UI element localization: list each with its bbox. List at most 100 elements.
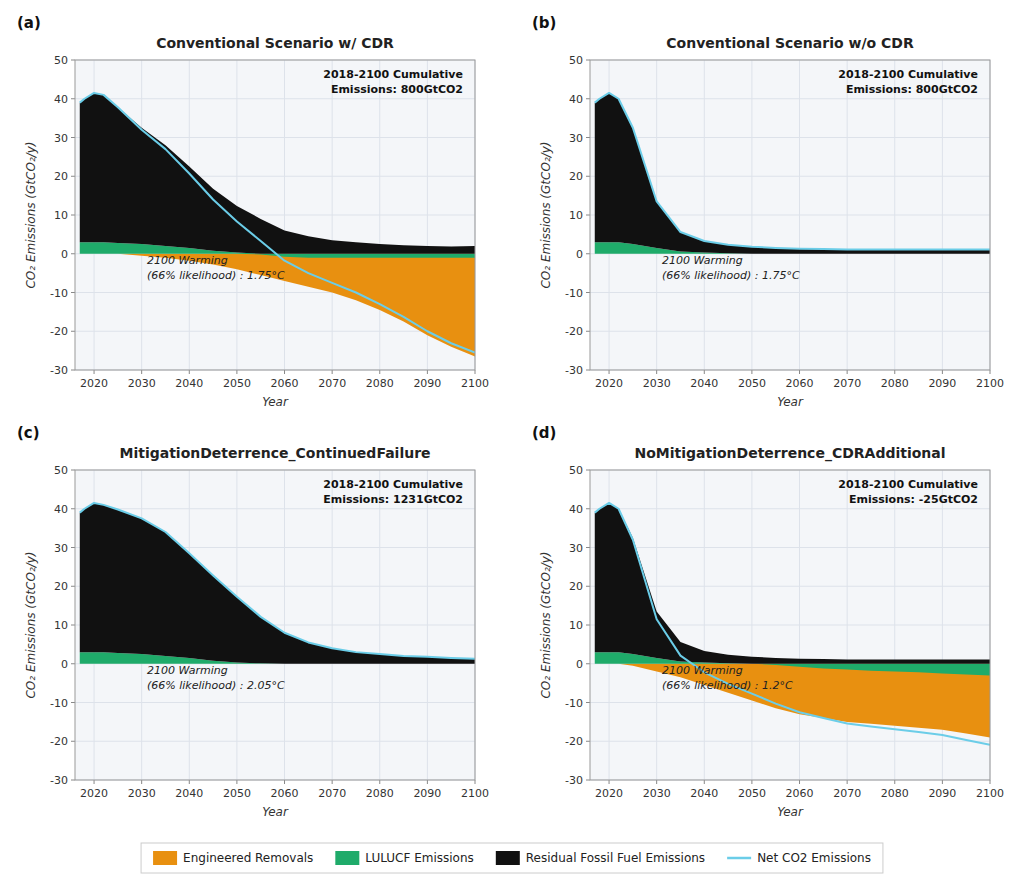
tick-label: 2020 (80, 377, 108, 390)
tick-mark (71, 780, 75, 781)
legend: Engineered RemovalsLULUCF EmissionsResid… (141, 843, 883, 873)
area (80, 254, 475, 357)
grid-line (751, 60, 752, 370)
tick-mark (586, 60, 590, 61)
tick-mark (656, 370, 657, 374)
tick-label: 30 (569, 132, 583, 145)
tick-label: 2060 (271, 787, 299, 800)
tick-mark (71, 137, 75, 138)
tick-label: -30 (565, 364, 583, 377)
tick-mark (586, 547, 590, 548)
panel-label: (c) (17, 424, 40, 442)
tick-mark (586, 586, 590, 587)
cumulative-text: 2018-2100 CumulativeEmissions: 1231GtCO2 (323, 478, 463, 506)
tick-mark (586, 137, 590, 138)
tick-label: 30 (569, 542, 583, 555)
y-axis-label: CO₂ Emissions (GtCO₂/y) (539, 551, 553, 698)
tick-mark (586, 741, 590, 742)
tick-mark (71, 741, 75, 742)
text-line: 2100 Warming (147, 664, 228, 677)
tick-label: 40 (569, 93, 583, 106)
grid-line (704, 470, 705, 780)
grid-line (284, 470, 285, 780)
tick-mark (71, 292, 75, 293)
grid-line (75, 331, 475, 332)
tick-label: 2050 (223, 377, 251, 390)
tick-mark (71, 253, 75, 254)
tick-mark (475, 780, 476, 784)
cumulative-text: 2018-2100 CumulativeEmissions: -25GtCO2 (838, 478, 978, 506)
net-line (595, 93, 990, 250)
area (595, 93, 990, 254)
grid-line (751, 470, 752, 780)
tick-label: 0 (61, 658, 68, 671)
plot-frame (75, 60, 475, 370)
grid-line (942, 470, 943, 780)
tick-mark (379, 780, 380, 784)
tick-label: -10 (50, 697, 68, 710)
tick-label: 2040 (175, 787, 203, 800)
tick-label: 2030 (643, 377, 671, 390)
tick-label: 20 (569, 580, 583, 593)
tick-label: 0 (576, 658, 583, 671)
legend-item: Residual Fossil Fuel Emissions (496, 851, 705, 865)
tick-label: 2090 (928, 377, 956, 390)
tick-label: -10 (50, 287, 68, 300)
grid-line (427, 470, 428, 780)
tick-label: 0 (61, 248, 68, 261)
panel-title: NoMitigationDeterrence_CDRAdditional (634, 445, 945, 462)
tick-label: 2040 (690, 787, 718, 800)
text-line: (66% likelihood) : 1.75°C (147, 269, 285, 282)
grid-line (799, 470, 800, 780)
y-axis-label: CO₂ Emissions (GtCO₂/y) (24, 141, 38, 288)
grid-line (590, 98, 990, 99)
area (595, 664, 990, 738)
tick-mark (475, 370, 476, 374)
x-axis-label: Year (262, 395, 289, 409)
tick-label: 30 (54, 132, 68, 145)
grid-line (847, 470, 848, 780)
panel-label: (d) (532, 424, 556, 442)
tick-mark (586, 215, 590, 216)
figure: -30-20-100102030405020202030204020502060… (0, 0, 1024, 885)
net-line (80, 93, 475, 353)
warming-text: 2100 Warming(66% likelihood) : 1.2°C (662, 664, 793, 692)
tick-label: 2020 (595, 787, 623, 800)
tick-label: 2050 (738, 377, 766, 390)
tick-mark (71, 508, 75, 509)
grid-line (847, 60, 848, 370)
grid-line (590, 741, 990, 742)
tick-mark (847, 370, 848, 374)
grid-line (75, 702, 475, 703)
grid-line (894, 60, 895, 370)
net-line (80, 503, 475, 659)
tick-label: 2100 (461, 377, 489, 390)
plot-background (75, 60, 475, 370)
grid-line (590, 508, 990, 509)
grid-line (332, 470, 333, 780)
grid-line (284, 60, 285, 370)
text-line: Emissions: 800GtCO2 (846, 83, 978, 96)
panel-label: (b) (532, 14, 556, 32)
tick-label: 10 (569, 209, 583, 222)
warming-text: 2100 Warming(66% likelihood) : 2.05°C (147, 664, 285, 692)
tick-mark (94, 370, 95, 374)
tick-label: 2060 (786, 787, 814, 800)
grid-line (379, 470, 380, 780)
tick-mark (609, 370, 610, 374)
tick-label: 2030 (643, 787, 671, 800)
grid-line (75, 508, 475, 509)
tick-label: 20 (569, 170, 583, 183)
tick-label: 50 (54, 54, 68, 67)
tick-mark (586, 176, 590, 177)
tick-mark (656, 780, 657, 784)
legend-label: Net CO2 Emissions (757, 851, 871, 865)
tick-label: -30 (50, 774, 68, 787)
plot-background (75, 470, 475, 780)
legend-frame (141, 843, 883, 873)
grid-line (590, 331, 990, 332)
tick-mark (894, 370, 895, 374)
tick-mark (586, 780, 590, 781)
panel: -30-20-100102030405020202030204020502060… (532, 424, 1004, 819)
tick-mark (71, 470, 75, 471)
